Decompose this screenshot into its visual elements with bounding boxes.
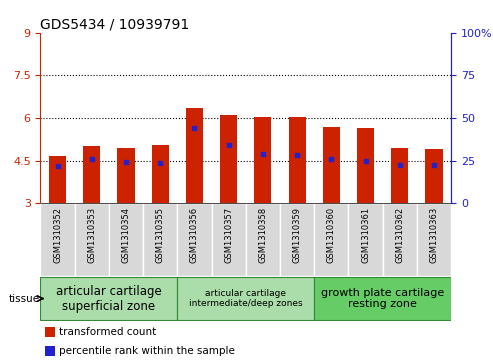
Bar [44, 327, 55, 337]
Bar [349, 203, 383, 276]
Bar [288, 117, 306, 203]
Bar [40, 277, 177, 321]
Text: GSM1310356: GSM1310356 [190, 207, 199, 263]
Bar [357, 128, 374, 203]
Text: percentile rank within the sample: percentile rank within the sample [59, 346, 235, 356]
Bar [314, 203, 349, 276]
Bar [40, 203, 74, 276]
Bar [314, 277, 451, 321]
Text: GSM1310355: GSM1310355 [156, 207, 165, 263]
Bar [254, 117, 272, 203]
Text: growth plate cartilage
resting zone: growth plate cartilage resting zone [321, 288, 444, 309]
Text: GSM1310363: GSM1310363 [429, 207, 438, 263]
Text: articular cartilage
intermediate/deep zones: articular cartilage intermediate/deep zo… [189, 289, 303, 308]
Text: GSM1310352: GSM1310352 [53, 207, 62, 263]
Bar [246, 203, 280, 276]
Bar [323, 127, 340, 203]
Bar [74, 203, 109, 276]
Bar [211, 203, 246, 276]
Bar [391, 148, 408, 203]
Bar [220, 115, 237, 203]
Bar [83, 146, 100, 203]
Bar [117, 148, 135, 203]
Text: GSM1310353: GSM1310353 [87, 207, 96, 263]
Text: GDS5434 / 10939791: GDS5434 / 10939791 [40, 17, 190, 32]
Bar [383, 203, 417, 276]
Bar [177, 203, 211, 276]
Text: articular cartilage
superficial zone: articular cartilage superficial zone [56, 285, 162, 313]
Text: GSM1310358: GSM1310358 [258, 207, 267, 263]
Text: GSM1310359: GSM1310359 [292, 207, 302, 263]
Bar [152, 145, 169, 203]
Text: GSM1310357: GSM1310357 [224, 207, 233, 263]
Bar [177, 277, 314, 321]
Text: GSM1310362: GSM1310362 [395, 207, 404, 263]
Bar [44, 346, 55, 356]
Bar [49, 156, 66, 203]
Text: tissue: tissue [8, 294, 40, 303]
Bar [109, 203, 143, 276]
Text: GSM1310361: GSM1310361 [361, 207, 370, 263]
Text: GSM1310354: GSM1310354 [121, 207, 131, 263]
Text: GSM1310360: GSM1310360 [327, 207, 336, 263]
Bar [417, 203, 451, 276]
Bar [143, 203, 177, 276]
Bar [280, 203, 314, 276]
Bar [425, 149, 443, 203]
Bar [186, 108, 203, 203]
Text: transformed count: transformed count [59, 327, 156, 337]
